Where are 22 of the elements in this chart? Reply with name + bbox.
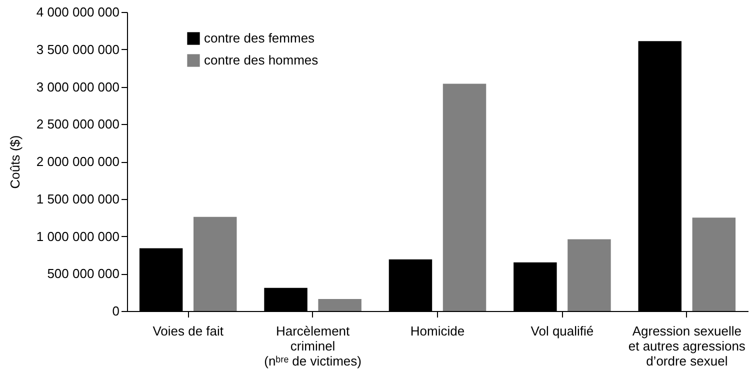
x-tick-label: Voies de fait — [152, 324, 224, 338]
y-tick-label: 1 000 000 000 — [36, 228, 120, 244]
bar — [442, 84, 486, 311]
y-tick-label: 3 000 000 000 — [36, 79, 120, 94]
bar — [318, 299, 362, 311]
x-tick-label: Harcèlement criminel (nᵇʳᵉ de victimes) — [264, 324, 362, 368]
bar — [692, 218, 736, 311]
bar — [194, 216, 237, 311]
y-tick-label: 3 500 000 000 — [36, 42, 120, 57]
y-tick-label: 0 — [112, 304, 120, 318]
legend-label: contre des hommes — [204, 52, 319, 68]
legend-label: contre des femmes — [204, 30, 316, 46]
x-tick-label: Vol qualifié — [530, 324, 594, 338]
y-tick-label: 2 000 000 000 — [36, 154, 120, 169]
y-axis-title: Coûts ($) — [7, 135, 22, 189]
y-tick-label: 500 000 000 — [47, 266, 120, 282]
y-tick-label: 2 500 000 000 — [36, 116, 120, 132]
y-tick-label: 4 000 000 000 — [36, 4, 120, 20]
x-tick-label: Homicide — [410, 324, 465, 338]
x-tick-label: Agression sexuelle et autres agressions d’ordre sexuel — [628, 324, 746, 368]
y-tick-label: 1 500 000 000 — [36, 191, 120, 206]
bar — [568, 239, 611, 311]
